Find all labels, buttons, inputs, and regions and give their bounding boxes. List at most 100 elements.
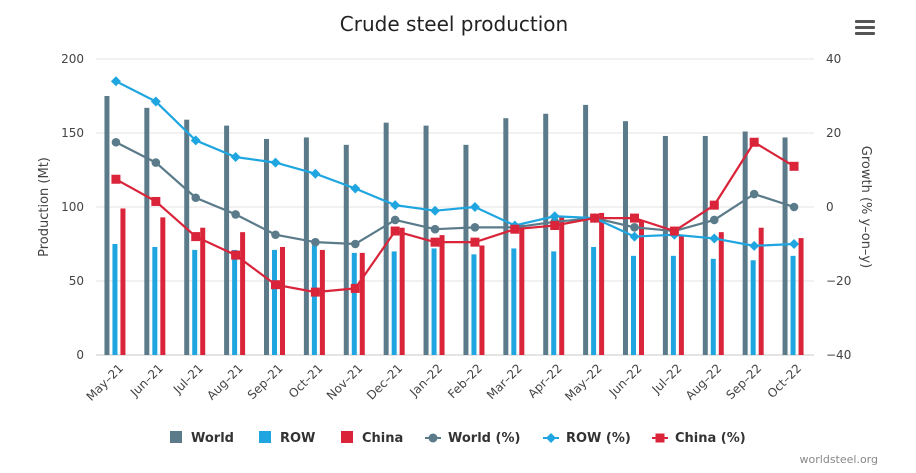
point-world[interactable] xyxy=(350,239,360,249)
bar-china[interactable] xyxy=(639,220,644,355)
bar-china[interactable] xyxy=(678,235,684,355)
bar-row[interactable] xyxy=(431,248,437,355)
legend-item-world[interactable]: World (%) xyxy=(425,431,520,446)
bar-world[interactable] xyxy=(782,137,788,355)
bar-row[interactable] xyxy=(351,252,357,355)
bar-china[interactable] xyxy=(798,238,804,355)
bar-world[interactable] xyxy=(583,104,589,355)
hamburger-menu-icon[interactable] xyxy=(855,20,875,35)
bar-world[interactable] xyxy=(264,138,269,355)
bar-china[interactable] xyxy=(399,227,405,355)
bar-world[interactable] xyxy=(543,113,549,355)
bar-row[interactable] xyxy=(272,249,277,355)
point-row[interactable] xyxy=(230,152,241,163)
bar-row[interactable] xyxy=(112,244,118,355)
point-china[interactable] xyxy=(191,232,201,242)
bar-china[interactable] xyxy=(200,227,206,355)
bar-world[interactable] xyxy=(503,118,509,355)
bar-world[interactable] xyxy=(383,122,389,355)
bar-row[interactable] xyxy=(232,249,238,355)
bar-row[interactable] xyxy=(391,251,397,355)
bar-china[interactable] xyxy=(519,224,525,355)
bar-china[interactable] xyxy=(758,227,764,355)
point-china[interactable] xyxy=(350,283,360,293)
point-row[interactable] xyxy=(110,76,121,87)
bar-china[interactable] xyxy=(240,232,246,355)
point-china[interactable] xyxy=(470,237,480,247)
point-china[interactable] xyxy=(390,226,400,236)
bar-row[interactable] xyxy=(670,255,676,355)
point-china[interactable] xyxy=(510,224,520,234)
point-world[interactable] xyxy=(111,137,121,147)
bar-world[interactable] xyxy=(623,121,628,355)
bar-row[interactable] xyxy=(551,251,557,355)
point-world[interactable] xyxy=(151,158,161,167)
point-china[interactable] xyxy=(151,196,161,206)
bar-china[interactable] xyxy=(160,217,166,355)
bar-row[interactable] xyxy=(511,248,517,355)
bar-row[interactable] xyxy=(631,255,636,355)
bar-world[interactable] xyxy=(303,137,309,355)
point-world[interactable] xyxy=(191,193,201,203)
bar-china[interactable] xyxy=(359,252,365,355)
point-row[interactable] xyxy=(789,239,800,249)
point-china[interactable] xyxy=(789,161,799,171)
bar-row[interactable] xyxy=(311,245,317,355)
point-china[interactable] xyxy=(310,287,320,297)
bar-china[interactable] xyxy=(439,235,445,355)
point-china[interactable] xyxy=(630,213,639,223)
legend-item-world[interactable]: World xyxy=(170,431,234,446)
bar-world[interactable] xyxy=(463,144,469,355)
bar-row[interactable] xyxy=(750,260,756,355)
legend-item-china[interactable]: China (%) xyxy=(652,431,746,446)
point-china[interactable] xyxy=(669,226,679,236)
credit-text[interactable]: worldsteel.org xyxy=(800,453,878,466)
point-row[interactable] xyxy=(150,96,161,107)
point-china[interactable] xyxy=(231,250,241,260)
bar-world[interactable] xyxy=(184,119,190,356)
bar-china[interactable] xyxy=(479,245,485,355)
point-row[interactable] xyxy=(749,240,760,251)
bar-china[interactable] xyxy=(718,232,724,355)
point-world[interactable] xyxy=(271,230,280,240)
bar-world[interactable] xyxy=(224,125,230,355)
bar-row[interactable] xyxy=(192,249,198,355)
bar-row[interactable] xyxy=(471,254,477,355)
point-row[interactable] xyxy=(709,233,720,244)
point-row[interactable] xyxy=(190,135,201,146)
bar-world[interactable] xyxy=(343,144,349,355)
point-world[interactable] xyxy=(390,215,400,225)
bar-china[interactable] xyxy=(559,217,565,355)
point-china[interactable] xyxy=(430,237,440,247)
bar-row[interactable] xyxy=(152,246,158,355)
point-china[interactable] xyxy=(709,200,719,210)
point-world[interactable] xyxy=(311,237,320,247)
bar-world[interactable] xyxy=(104,96,110,355)
bar-china[interactable] xyxy=(319,249,325,355)
legend-item-row[interactable]: ROW (%) xyxy=(543,431,631,446)
point-row[interactable] xyxy=(350,183,361,194)
legend-item-china[interactable]: China xyxy=(341,431,403,446)
point-row[interactable] xyxy=(310,168,321,179)
point-row[interactable] xyxy=(270,157,281,168)
point-row[interactable] xyxy=(430,205,441,216)
bar-world[interactable] xyxy=(702,135,708,355)
bar-row[interactable] xyxy=(790,255,796,355)
bar-row[interactable] xyxy=(591,246,597,355)
point-world[interactable] xyxy=(749,189,759,199)
bar-china[interactable] xyxy=(280,246,285,355)
legend-item-row[interactable]: ROW xyxy=(259,431,315,446)
bar-world[interactable] xyxy=(662,135,668,355)
point-china[interactable] xyxy=(271,280,280,290)
point-world[interactable] xyxy=(430,224,440,234)
point-row[interactable] xyxy=(469,202,480,212)
point-china[interactable] xyxy=(550,221,560,230)
bar-china[interactable] xyxy=(120,208,126,355)
point-row[interactable] xyxy=(390,200,401,211)
bar-china[interactable] xyxy=(599,212,605,355)
bar-world[interactable] xyxy=(144,107,150,355)
point-row[interactable] xyxy=(549,211,560,222)
point-world[interactable] xyxy=(789,202,799,212)
bar-row[interactable] xyxy=(710,258,716,355)
point-world[interactable] xyxy=(630,223,639,232)
